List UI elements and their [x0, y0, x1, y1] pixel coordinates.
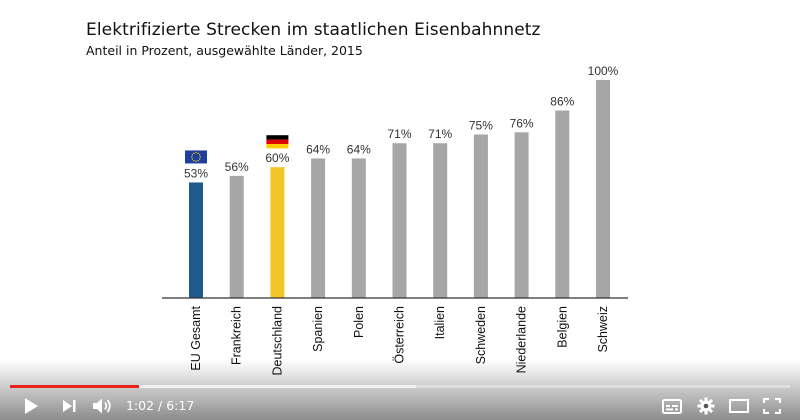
value-label-8: 76%: [510, 116, 534, 130]
bar-10: [596, 80, 610, 298]
chart-subtitle: Anteil in Prozent, ausgewählte Länder, 2…: [86, 43, 363, 58]
subtitles-button[interactable]: [660, 395, 684, 417]
value-label-1: 56%: [225, 160, 249, 174]
gear-icon: [697, 397, 715, 415]
bar-4: [351, 158, 366, 298]
bar-1: [229, 175, 244, 298]
eu-flag-icon: [185, 150, 207, 164]
fullscreen-button[interactable]: [760, 395, 784, 417]
bar-8: [514, 132, 529, 298]
category-label-2: Deutschland: [270, 306, 284, 376]
value-label-2: 60%: [265, 151, 289, 165]
category-label-6: Italien: [433, 306, 447, 339]
category-label-3: Spanien: [311, 306, 325, 352]
category-label-1: Frankreich: [230, 306, 244, 365]
value-label-3: 64%: [306, 142, 330, 156]
progress-played: [10, 385, 139, 388]
volume-button[interactable]: [90, 395, 116, 417]
fullscreen-icon: [763, 398, 781, 414]
settings-button[interactable]: [694, 395, 718, 417]
category-label-10: Schweiz: [596, 306, 610, 353]
time-display: 1:02 / 6:17: [126, 398, 195, 413]
germany-flag-icon: [266, 135, 289, 149]
subtitles-icon: [662, 398, 682, 414]
category-label-4: Polen: [352, 306, 366, 338]
play-button[interactable]: [18, 395, 44, 417]
bar-3: [311, 158, 326, 298]
bar-9: [555, 110, 570, 299]
volume-icon: [93, 398, 111, 414]
value-label-0: 53%: [184, 166, 208, 180]
bar-0: [189, 182, 203, 298]
next-button[interactable]: [56, 395, 82, 417]
bar-2: [270, 167, 285, 298]
value-label-6: 71%: [428, 127, 452, 141]
value-label-9: 86%: [550, 95, 574, 109]
next-icon: [63, 400, 76, 412]
play-icon: [25, 398, 38, 414]
bar-6: [433, 143, 448, 298]
category-label-5: Österreich: [393, 306, 407, 364]
category-label-8: Niederlande: [515, 306, 529, 373]
theater-mode-button[interactable]: [726, 395, 752, 417]
value-label-5: 71%: [387, 127, 411, 141]
chart-title: Elektrifizierte Strecken im staatlichen …: [86, 20, 541, 40]
bar-5: [392, 143, 407, 298]
category-label-9: Belgien: [555, 306, 569, 348]
category-label-0: EU Gesamt: [189, 305, 203, 370]
value-label-4: 64%: [347, 142, 371, 156]
progress-bar[interactable]: [10, 385, 790, 388]
progress-loaded: [10, 385, 416, 388]
category-label-7: Schweden: [474, 306, 488, 364]
value-label-10: 100%: [588, 64, 619, 78]
bar-7: [473, 134, 488, 298]
value-label-7: 75%: [469, 119, 493, 133]
theater-mode-icon: [729, 399, 749, 413]
